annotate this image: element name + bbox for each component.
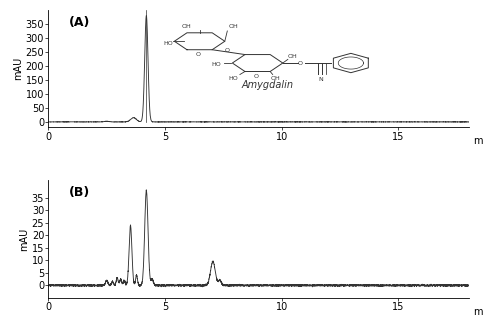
Y-axis label: mAU: mAU: [13, 57, 23, 80]
Text: min: min: [473, 307, 483, 316]
Y-axis label: mAU: mAU: [19, 227, 29, 251]
Text: (A): (A): [70, 16, 91, 29]
Text: (B): (B): [70, 186, 90, 199]
Text: min: min: [473, 136, 483, 146]
